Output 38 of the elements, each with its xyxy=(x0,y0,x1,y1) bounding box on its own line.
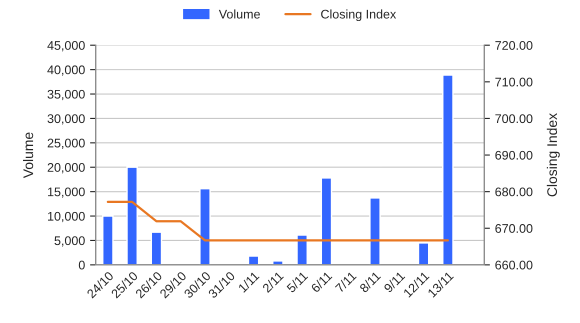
y2-tick-label: 700.00 xyxy=(495,114,532,124)
y-tick-label: 0 xyxy=(78,260,85,270)
x-tick-label: 7/11 xyxy=(334,270,357,294)
y2-tick-label: 670.00 xyxy=(495,224,532,233)
y2-tick-label: 680.00 xyxy=(495,187,532,196)
y-tick-label: 45,000 xyxy=(47,41,85,52)
bar xyxy=(442,74,454,265)
y-tick-label: 30,000 xyxy=(48,114,85,125)
x-tick-label: 6/11 xyxy=(310,270,332,294)
bar xyxy=(150,231,162,265)
legend-label: Volume xyxy=(218,9,260,19)
bar xyxy=(418,242,430,265)
y-tick-label: 10,000 xyxy=(48,212,85,222)
bar xyxy=(320,177,332,265)
y-axis-title: Volume xyxy=(22,132,34,178)
y-tick-label: 5,000 xyxy=(54,236,85,247)
y2-axis-title: Closing Index xyxy=(546,113,560,196)
bar xyxy=(126,166,138,265)
y-tick-label: 20,000 xyxy=(48,163,85,174)
y-tick-label: 40,000 xyxy=(47,65,85,76)
y2-tick-label: 720.00 xyxy=(495,41,532,50)
x-tick-label: 1/11 xyxy=(238,270,260,293)
bar xyxy=(248,255,260,265)
y2-tick-label: 660.00 xyxy=(495,260,532,270)
bar xyxy=(369,197,381,265)
bar xyxy=(296,234,308,265)
y-tick-label: 35,000 xyxy=(48,90,85,100)
y-tick-label: 15,000 xyxy=(48,187,85,198)
bar xyxy=(102,215,114,265)
x-tick-label: 8/11 xyxy=(358,270,382,294)
legend-label: Closing Index xyxy=(321,9,396,22)
y2-tick-label: 710.00 xyxy=(495,78,532,86)
x-tick-label: 9/11 xyxy=(383,270,406,294)
y-tick-label: 25,000 xyxy=(48,138,85,149)
y2-tick-label: 690.00 xyxy=(495,150,532,160)
bar xyxy=(199,188,211,265)
x-tick-label: 2/11 xyxy=(262,270,284,294)
x-tick-label: 5/11 xyxy=(286,270,308,294)
